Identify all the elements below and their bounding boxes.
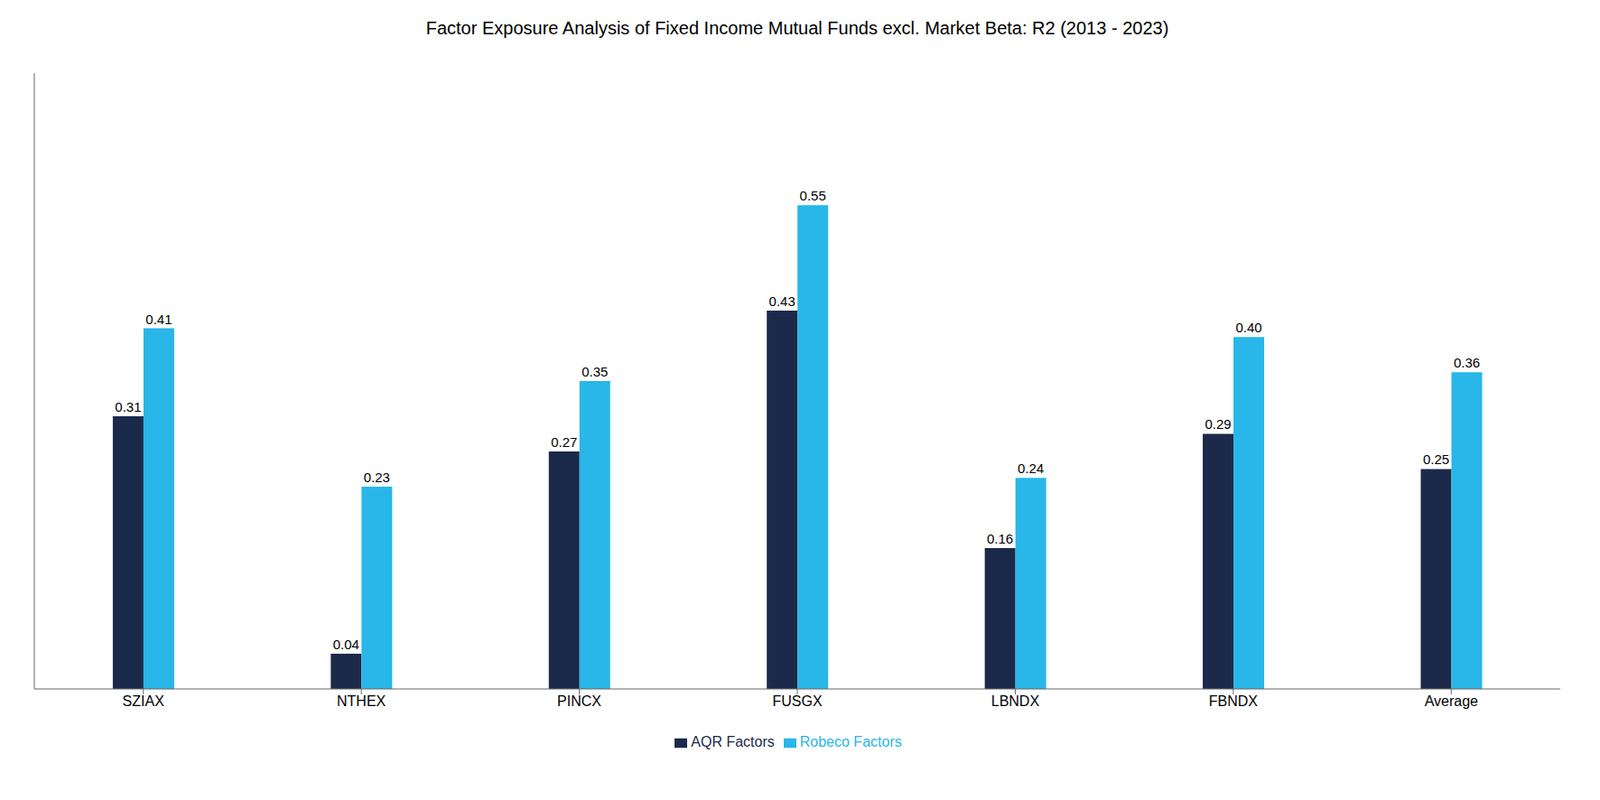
svg-text:0.29: 0.29: [1204, 416, 1231, 432]
svg-text:0.16: 0.16: [986, 530, 1014, 547]
svg-text:0.25: 0.25: [1423, 451, 1450, 467]
svg-text:NTHEX: NTHEX: [336, 693, 387, 709]
svg-text:0.31: 0.31: [114, 399, 141, 415]
svg-text:0.55: 0.55: [800, 187, 827, 204]
svg-text:0.41: 0.41: [145, 311, 172, 327]
svg-text:0.43: 0.43: [769, 293, 796, 309]
html-text:AQR Factors: AQR Factors: [691, 734, 775, 750]
svg-text:PINCX: PINCX: [557, 693, 602, 709]
html-text:Factor Exposure Analysis of Fi: Factor Exposure Analysis of Fixed Income…: [425, 18, 1169, 38]
html-text:Robeco Factors: Robeco Factors: [799, 734, 902, 750]
svg-text:0.36: 0.36: [1453, 354, 1480, 371]
svg-text:Average: Average: [1424, 693, 1479, 709]
svg-text:FBNDX: FBNDX: [1209, 693, 1259, 709]
svg-text:SZIAX: SZIAX: [122, 693, 166, 709]
svg-text:0.27: 0.27: [550, 434, 577, 450]
svg-text:0.04: 0.04: [333, 636, 360, 652]
svg-text:0.24: 0.24: [1017, 460, 1044, 476]
svg-text:0.35: 0.35: [581, 363, 608, 380]
svg-text:FUSGX: FUSGX: [772, 693, 822, 709]
svg-text:0.23: 0.23: [363, 469, 391, 485]
svg-text:LBNDX: LBNDX: [991, 693, 1041, 709]
svg-text:0.40: 0.40: [1235, 319, 1262, 335]
